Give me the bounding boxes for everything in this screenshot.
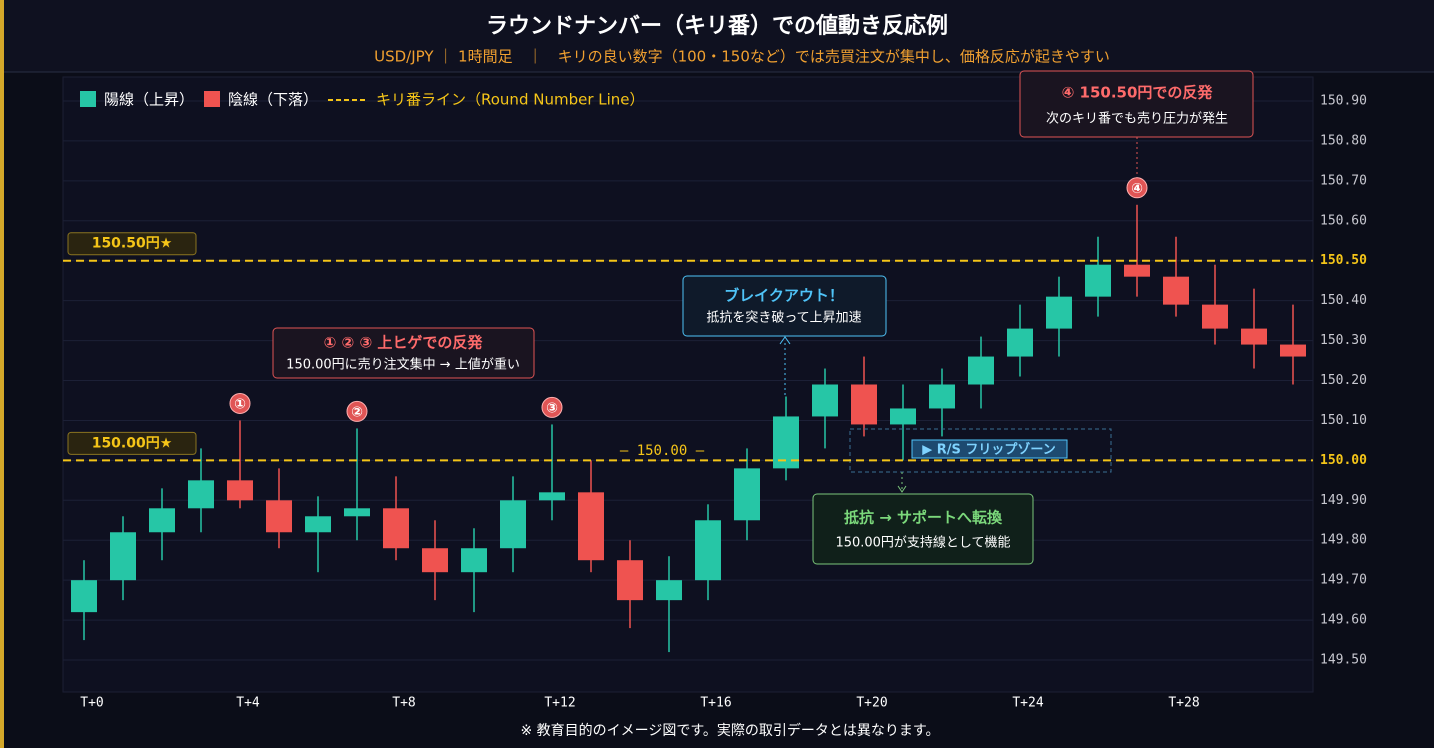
support-text: 150.00円が支持線として機能 (835, 535, 1010, 551)
plot-area (62, 76, 1314, 693)
candle-body (1280, 344, 1306, 357)
legend-swatch-down (204, 91, 220, 107)
marker-label: ③ (546, 400, 558, 416)
x-tick-label: T+12 (544, 696, 575, 711)
candle-body (71, 580, 97, 613)
y-tick-label: 150.30 (1320, 333, 1367, 348)
y-tick-label: 150.10 (1320, 413, 1367, 428)
legend-swatch-up (80, 91, 96, 107)
candle-body (1085, 264, 1111, 297)
marker-label: ① (234, 396, 246, 412)
marker-circle (346, 400, 368, 422)
candle-body (656, 580, 682, 601)
candle-body (1202, 304, 1228, 329)
candle-body (149, 508, 175, 533)
candle-body (734, 468, 760, 521)
candle-body (305, 516, 331, 533)
y-tick-label: 150.60 (1320, 213, 1367, 228)
chart-title: ラウンドナンバー（キリ番）での値動き反応例 (486, 13, 948, 39)
left-accent (0, 0, 4, 748)
y-tick-label: 150.00 (1320, 453, 1367, 468)
flip-zone (849, 428, 1112, 473)
y-tick-label: 149.70 (1320, 573, 1367, 588)
candle-body (1046, 296, 1072, 329)
candle-body (1241, 328, 1267, 345)
y-tick-label: 150.40 (1320, 293, 1367, 308)
header (4, 0, 1434, 72)
legend-down: 陰線（下落） (228, 91, 318, 109)
breakout-box (682, 275, 887, 337)
x-tick-label: T+8 (392, 696, 415, 711)
candle-body (539, 492, 565, 501)
candle-body (968, 356, 994, 385)
legend-up: 陽線（上昇） (104, 91, 194, 109)
y-tick-label: 150.20 (1320, 373, 1367, 388)
candle-body (461, 548, 487, 573)
mid-line-label: — 150.00 — (620, 443, 705, 459)
support-arrowhead (897, 485, 907, 493)
candle-body (500, 500, 526, 549)
y-tick-label: 149.90 (1320, 493, 1367, 508)
y-tick-label: 150.80 (1320, 133, 1367, 148)
candle-body (695, 520, 721, 581)
flip-zone-label: ▶ R/S フリップゾーン (922, 442, 1056, 458)
footer: ※ 教育目的のイメージ図です。実際の取引データとは異なります。 (520, 722, 939, 739)
y-tick-label: 149.50 (1320, 653, 1367, 668)
x-tick-label: T+16 (700, 696, 731, 711)
x-tick-label: T+28 (1168, 696, 1199, 711)
subtitle: USD/JPY ｜ 1時間足 ｜ キリの良い数字（100・150など）では売買注… (374, 48, 1110, 66)
top-title: ④ 150.50円での反発 (1062, 84, 1214, 102)
candle-body (1163, 276, 1189, 305)
candle-body (383, 508, 409, 549)
breakout-text: 抵抗を突き破って上昇加速 (706, 310, 861, 326)
y-tick-label: 149.60 (1320, 613, 1367, 628)
y-tick-label: 149.80 (1320, 533, 1367, 548)
x-tick-label: T+20 (856, 696, 887, 711)
y-tick-label: 150.70 (1320, 173, 1367, 188)
round-line-label: 150.00円★ (92, 435, 173, 451)
support-title: 抵抗 → サポートへ転換 (844, 509, 1003, 527)
marker-circle (1126, 177, 1148, 199)
round-line-label-box (67, 232, 197, 256)
legend-round-line: キリ番ライン（Round Number Line） (376, 91, 645, 109)
candle-body (578, 492, 604, 561)
top-text: 次のキリ番でも売り圧力が発生 (1046, 111, 1228, 127)
candle-body (851, 384, 877, 425)
marker-circle (229, 392, 251, 414)
candle-body (1007, 328, 1033, 357)
candle-body (188, 480, 214, 509)
candle-body (110, 532, 136, 581)
candle-body (344, 508, 370, 517)
candle-body (812, 384, 838, 417)
round-line-label-box (67, 431, 197, 455)
x-tick-label: T+24 (1012, 696, 1043, 711)
candle-body (227, 480, 253, 501)
flip-zone-label-box (911, 439, 1068, 459)
candle-body (617, 560, 643, 601)
marker-circle (541, 396, 563, 418)
marker-label: ② (351, 404, 363, 420)
candle-body (929, 384, 955, 409)
y-tick-label: 150.90 (1320, 93, 1367, 108)
candle-body (266, 500, 292, 533)
candle-body (1124, 264, 1150, 277)
breakout-title: ブレイクアウト！ (724, 287, 844, 305)
x-tick-label: T+0 (80, 696, 103, 711)
support-box (812, 493, 1034, 565)
candle-body (890, 408, 916, 425)
x-tick-label: T+4 (236, 696, 260, 711)
top-box (1019, 70, 1254, 138)
candle-body (422, 548, 448, 573)
marker-label: ④ (1131, 181, 1143, 197)
breakout-arrowhead (779, 336, 791, 345)
round-line-label: 150.50円★ (92, 236, 173, 252)
rejection-box (272, 327, 535, 379)
y-tick-label: 150.50 (1320, 253, 1367, 268)
rejection-title: ① ② ③ 上ヒゲでの反発 (324, 334, 484, 352)
rejection-text: 150.00円に売り注文集中 → 上値が重い (286, 357, 520, 373)
